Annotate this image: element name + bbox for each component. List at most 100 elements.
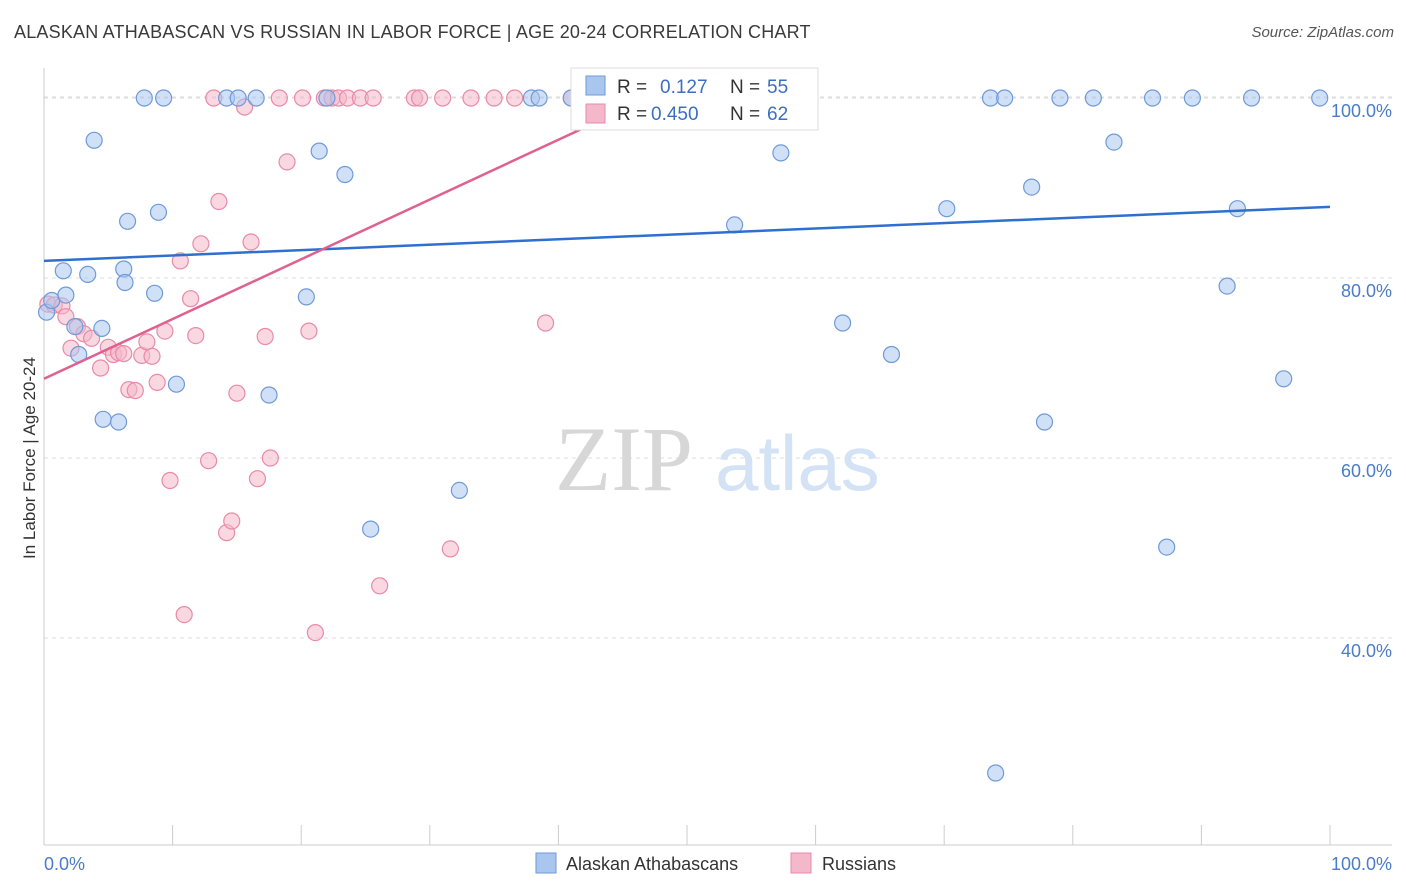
russians-point-35 [256,327,274,346]
stats-r-label-2: R = [617,104,647,125]
watermark-zip: ZIP [555,408,693,510]
y-axis-label: In Labor Force | Age 20-24 [20,357,39,559]
russians-point-17 [143,347,161,365]
russians-point-26 [200,452,218,470]
russians-point-52 [441,540,459,558]
y-tick-label-3: 100.0% [1331,101,1392,121]
athabascan-point-8 [93,319,111,337]
russians-point-40 [300,322,318,340]
athabascan-point-26 [336,165,354,184]
stats-swatch-pink [585,103,606,124]
athabascan-point-42 [1023,178,1041,196]
athabascan-point-10 [109,413,128,431]
stats-r-value-2: 0.450 [651,104,699,125]
russians-point-54 [485,89,503,107]
athabascan-point-24 [310,142,328,160]
athabascan-point-50 [1218,277,1236,295]
athabascan-point-54 [1311,89,1329,107]
stats-r-label-1: R = [617,77,647,98]
russians-point-55 [506,89,524,107]
russians-point-36 [261,449,279,467]
russians-point-38 [278,153,296,171]
russians-point-31 [228,384,246,402]
russians-point-16 [138,333,156,351]
russians-point-28 [210,192,228,211]
athabascan-point-43 [1035,413,1054,431]
stats-n-label-2: N = [730,104,760,125]
tick-labels: 40.0% 60.0% 80.0% 100.0% 0.0% 100.0% [44,101,1392,874]
russians-point-12 [115,345,133,363]
athabascan-point-25 [318,89,336,107]
athabascan-point-9 [94,410,112,428]
athabascan-point-16 [149,203,168,221]
athabascan-point-12 [116,273,134,292]
athabascan-point-38 [938,200,956,218]
russians-point-51 [434,89,452,107]
legend: Alaskan Athabascans Russians [535,852,896,874]
athabascan-point-48 [1158,538,1176,556]
legend-label-russians: Russians [822,854,896,874]
russians-point-7 [82,329,101,347]
russians-point-24 [187,327,205,345]
russians-point-53 [462,89,480,107]
watermark-atlas: atlas [715,419,880,507]
athabascan-point-27 [362,520,380,538]
stats-n-label-1: N = [730,77,760,98]
athabascan-point-52 [1242,89,1261,107]
athabascan-point-7 [85,131,103,149]
athabascan-point-46 [1105,133,1123,151]
watermark: ZIP atlas [555,408,880,510]
athabascan-point-14 [135,89,153,107]
athabascan-point-21 [247,89,265,107]
russians-point-39 [293,89,312,107]
russians-point-47 [364,89,382,107]
russians-point-18 [148,373,166,391]
athabascan-point-40 [987,764,1005,782]
athabascan-point-47 [1143,89,1162,107]
athabascan-point-44 [1051,89,1069,107]
athabascan-point-20 [229,89,247,107]
stats-r-value-1: 0.127 [660,77,708,98]
stats-box: R = 0.127 N = 55 R = 0.450 N = 62 [570,67,819,131]
athabascan-points [37,89,1329,782]
athabascan-point-15 [145,284,164,302]
russians-point-41 [306,623,324,642]
athabascan-point-49 [1183,89,1201,107]
russians-point-22 [175,605,193,624]
chart-title: ALASKAN ATHABASCAN VS RUSSIAN IN LABOR F… [14,22,811,42]
russians-point-34 [248,470,267,488]
athabascan-point-4 [66,318,84,336]
stats-box-frame [570,67,819,131]
russians-point-25 [192,235,210,253]
athabascan-trend-line [43,205,1331,263]
athabascan-point-37 [882,345,901,364]
russians-points [39,89,813,642]
athabascan-point-13 [118,212,137,230]
athabascan-point-36 [834,314,852,332]
athabascan-point-22 [260,386,278,404]
x-tick-label-0: 0.0% [44,854,85,874]
athabascan-point-41 [996,89,1014,107]
russians-point-48 [371,577,389,595]
stats-swatch-blue [585,75,606,96]
athabascan-point-17 [154,89,173,107]
athabascan-point-45 [1084,89,1102,107]
athabascan-point-23 [297,288,315,306]
athabascan-point-28 [450,481,468,499]
russians-point-20 [161,471,179,490]
athabascan-point-6 [79,265,97,283]
athabascan-point-3 [57,286,75,304]
russians-point-23 [182,290,200,308]
legend-swatch-blue [535,852,557,874]
legend-label-athabascans: Alaskan Athabascans [566,854,738,874]
russians-point-33 [242,233,260,251]
stats-n-value-2: 62 [767,104,788,125]
chart-source: Source: ZipAtlas.com [1251,24,1394,41]
x-tick-label-1: 100.0% [1331,854,1392,874]
grid-lines [44,96,1392,639]
athabascan-point-53 [1275,370,1293,388]
athabascan-point-30 [530,89,548,107]
y-tick-label-2: 80.0% [1341,281,1392,301]
russians-point-21 [171,252,189,270]
